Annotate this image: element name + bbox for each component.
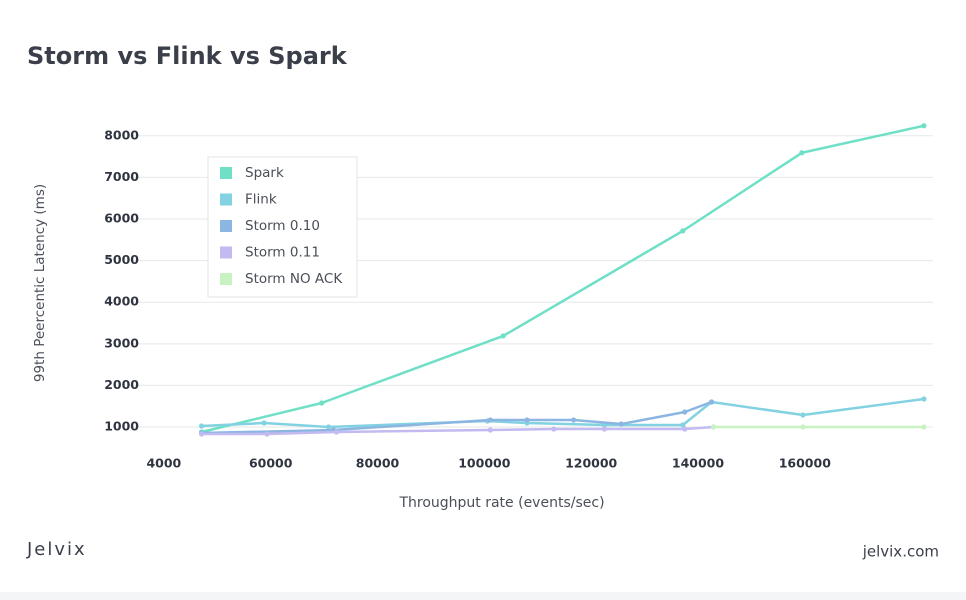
y-tick-label: 6000: [104, 211, 139, 226]
x-tick-label: 120000: [565, 456, 617, 471]
legend-label: Flink: [245, 192, 277, 208]
data-point: [487, 427, 493, 433]
data-point: [264, 431, 270, 437]
data-point: [682, 409, 688, 415]
data-point: [799, 150, 805, 156]
data-point: [680, 422, 686, 428]
x-tick-label: 160000: [779, 456, 831, 471]
footer-url: jelvix.com: [862, 543, 939, 561]
data-point: [500, 333, 506, 339]
data-point: [325, 424, 332, 430]
data-point: [333, 429, 340, 435]
legend-swatch: [220, 273, 232, 285]
y-axis-label: 99th Peercentic Latency (ms): [32, 184, 48, 382]
chart-title: Storm vs Flink vs Spark: [27, 42, 348, 70]
plot-area: 1000 2000 3000 4000 5000 6000 7000 8000 4000 6000…: [104, 123, 933, 471]
series-line: [201, 124, 925, 434]
x-tick-label: 60000: [249, 456, 293, 471]
x-tick-label: 100000: [458, 456, 510, 471]
x-tick-label: 80000: [356, 456, 400, 471]
y-tick-label: 1000: [104, 419, 139, 434]
legend-label: Spark: [245, 165, 284, 181]
y-tick-label: 5000: [104, 252, 139, 267]
data-point: [921, 123, 927, 129]
y-tick-label: 2000: [104, 377, 139, 392]
data-point: [682, 426, 688, 432]
y-tick-label: 3000: [104, 335, 139, 350]
logo: Jelvix: [26, 539, 87, 560]
legend-box: [207, 156, 358, 298]
x-tick-label: 4000: [146, 456, 181, 471]
data-point: [524, 417, 530, 423]
legend-label: Storm 0.11: [245, 245, 320, 261]
data-point: [708, 399, 715, 405]
series-line: [201, 400, 712, 435]
legend-swatch: [220, 167, 232, 179]
series-line: [201, 425, 714, 436]
data-point: [618, 421, 624, 427]
y-tick-label: 8000: [104, 127, 139, 142]
data-point: [571, 417, 577, 423]
data-point: [710, 424, 717, 430]
legend-label: Storm 0.10: [245, 218, 320, 234]
legend-swatch: [220, 220, 232, 232]
y-tick-label: 7000: [104, 169, 139, 184]
data-point: [601, 426, 608, 432]
data-point: [261, 420, 267, 426]
data-point: [800, 412, 806, 418]
legend-swatch: [220, 246, 232, 259]
data-point: [800, 424, 806, 430]
x-axis-label: Throughput rate (events/sec): [398, 495, 604, 511]
series-line: [201, 397, 925, 429]
data-point: [198, 423, 205, 429]
data-point: [319, 400, 325, 406]
x-tick-label: 140000: [672, 456, 724, 471]
data-point: [921, 424, 927, 430]
data-point: [921, 396, 927, 402]
y-tick-label: 4000: [104, 294, 139, 309]
legend-swatch: [220, 193, 232, 206]
data-point: [551, 426, 557, 432]
data-point: [487, 417, 493, 423]
legend-label: Storm NO ACK: [245, 271, 343, 287]
data-point: [680, 228, 686, 234]
data-point: [198, 431, 205, 437]
